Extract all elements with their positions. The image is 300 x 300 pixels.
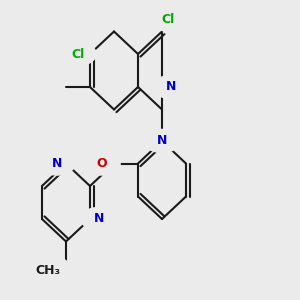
Text: N: N: [166, 80, 176, 94]
Text: N: N: [94, 212, 104, 226]
Ellipse shape: [60, 43, 96, 66]
Text: O: O: [97, 157, 107, 170]
Ellipse shape: [81, 208, 117, 230]
Text: N: N: [52, 157, 62, 170]
Ellipse shape: [150, 8, 186, 31]
Ellipse shape: [144, 129, 180, 152]
Text: Cl: Cl: [161, 13, 175, 26]
Ellipse shape: [153, 75, 189, 98]
Text: N: N: [157, 134, 167, 148]
Ellipse shape: [25, 255, 71, 285]
Ellipse shape: [39, 152, 75, 175]
Text: Cl: Cl: [71, 47, 85, 61]
Text: CH₃: CH₃: [35, 263, 61, 277]
Ellipse shape: [84, 152, 120, 175]
